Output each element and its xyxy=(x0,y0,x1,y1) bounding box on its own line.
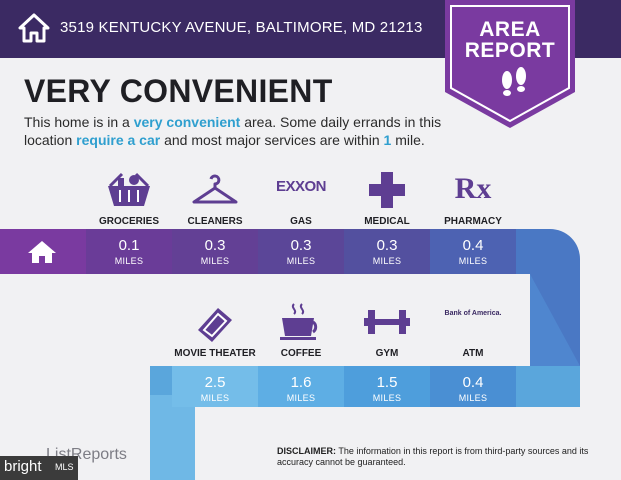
desc-highlight: very convenient xyxy=(133,114,241,130)
distance-cell: 1.5 MILES xyxy=(344,366,430,407)
distance-cell: 0.3 MILES xyxy=(344,229,430,274)
desc-highlight: 1 xyxy=(383,132,392,148)
category-label: ATM xyxy=(462,348,484,359)
category-label: PHARMACY xyxy=(444,216,502,227)
category-label: GAS xyxy=(290,216,312,227)
distance-unit: MILES xyxy=(372,256,402,266)
desc-part: This home is in a xyxy=(24,114,134,130)
coffee-cup-icon xyxy=(280,303,318,340)
desc-part: and most major services are within xyxy=(160,132,384,148)
distance-unit: MILES xyxy=(286,393,316,403)
distance-value: 2.5 xyxy=(204,374,226,391)
page-title: VERY CONVENIENT xyxy=(24,73,333,109)
category-gym: GYM xyxy=(344,302,430,359)
distance-cell: 1.6 MILES xyxy=(258,366,344,407)
category-medical: MEDICAL xyxy=(344,170,430,227)
mls-suffix: MLS xyxy=(55,462,74,472)
distance-value: 0.4 xyxy=(462,237,484,254)
distance-cell: 0.3 MILES xyxy=(172,229,258,274)
distance-unit: MILES xyxy=(114,256,144,266)
distance-cell: 0.4 MILES xyxy=(430,229,516,274)
category-gas: EXXON GAS xyxy=(258,170,344,227)
description: This home is in a very convenient area. … xyxy=(24,113,464,149)
bright-brand: bright xyxy=(4,458,42,475)
home-icon xyxy=(28,241,56,263)
distance-unit: MILES xyxy=(372,393,402,403)
category-movie-theater: MOVIE THEATER xyxy=(172,302,258,359)
desc-part: area. Some daily errands in this locatio… xyxy=(24,114,442,148)
desc-part: mile. xyxy=(391,132,425,148)
category-pharmacy: Rx PHARMACY xyxy=(430,170,516,227)
distance-cell: 0.3 MILES xyxy=(258,229,344,274)
category-label: MEDICAL xyxy=(364,216,410,227)
medical-cross-icon xyxy=(369,172,405,208)
area-report-ribbon: AREA REPORT xyxy=(445,0,575,128)
category-label: MOVIE THEATER xyxy=(174,348,256,359)
category-groceries: GROCERIES xyxy=(86,170,172,227)
distance-unit: MILES xyxy=(286,256,316,266)
exxon-logo: EXXON xyxy=(276,178,327,195)
distance-value: 0.4 xyxy=(462,374,484,391)
distance-cell: 2.5 MILES xyxy=(172,366,258,407)
home-marker xyxy=(0,229,86,274)
distance-value: 0.3 xyxy=(290,237,312,254)
distance-unit: MILES xyxy=(458,256,488,266)
distance-value: 1.5 xyxy=(376,374,398,391)
rx-icon: Rx xyxy=(454,172,492,205)
category-label: CLEANERS xyxy=(187,216,243,227)
address-text: 3519 KENTUCKY AVENUE, BALTIMORE, MD 2121… xyxy=(60,19,423,36)
category-label: GROCERIES xyxy=(98,216,159,227)
disclaimer-text: The information in this report is from t… xyxy=(277,446,589,467)
ribbon-line2: REPORT xyxy=(464,39,556,62)
bank-of-america-logo: Bank of America. xyxy=(444,310,502,317)
category-cleaners: CLEANERS xyxy=(172,170,258,227)
distance-value: 0.1 xyxy=(118,237,140,254)
category-atm: Bank of America. ATM xyxy=(430,302,516,359)
dumbbell-icon xyxy=(364,310,410,334)
ticket-icon xyxy=(198,308,232,342)
distance-unit: MILES xyxy=(200,393,230,403)
home-icon xyxy=(18,13,50,43)
distance-value: 0.3 xyxy=(376,237,398,254)
bright-mls-badge: bright MLS xyxy=(0,456,78,480)
distance-value: 1.6 xyxy=(290,374,312,391)
distance-cell: 0.4 MILES xyxy=(430,366,516,407)
distance-cell: 0.1 MILES xyxy=(86,229,172,274)
disclaimer-label: DISCLAIMER: xyxy=(277,446,336,456)
footprints-icon xyxy=(502,67,526,96)
category-label: GYM xyxy=(375,348,399,359)
distance-unit: MILES xyxy=(200,256,230,266)
desc-highlight: require a car xyxy=(76,132,161,148)
distance-value: 0.3 xyxy=(204,237,226,254)
hanger-icon xyxy=(192,174,238,204)
disclaimer: DISCLAIMER: The information in this repo… xyxy=(277,446,607,468)
track-vertical xyxy=(150,395,195,480)
distance-unit: MILES xyxy=(458,393,488,403)
category-coffee: COFFEE xyxy=(258,302,344,359)
category-label: COFFEE xyxy=(280,348,322,359)
ribbon-line1: AREA xyxy=(479,18,541,41)
grocery-basket-icon xyxy=(108,172,150,206)
